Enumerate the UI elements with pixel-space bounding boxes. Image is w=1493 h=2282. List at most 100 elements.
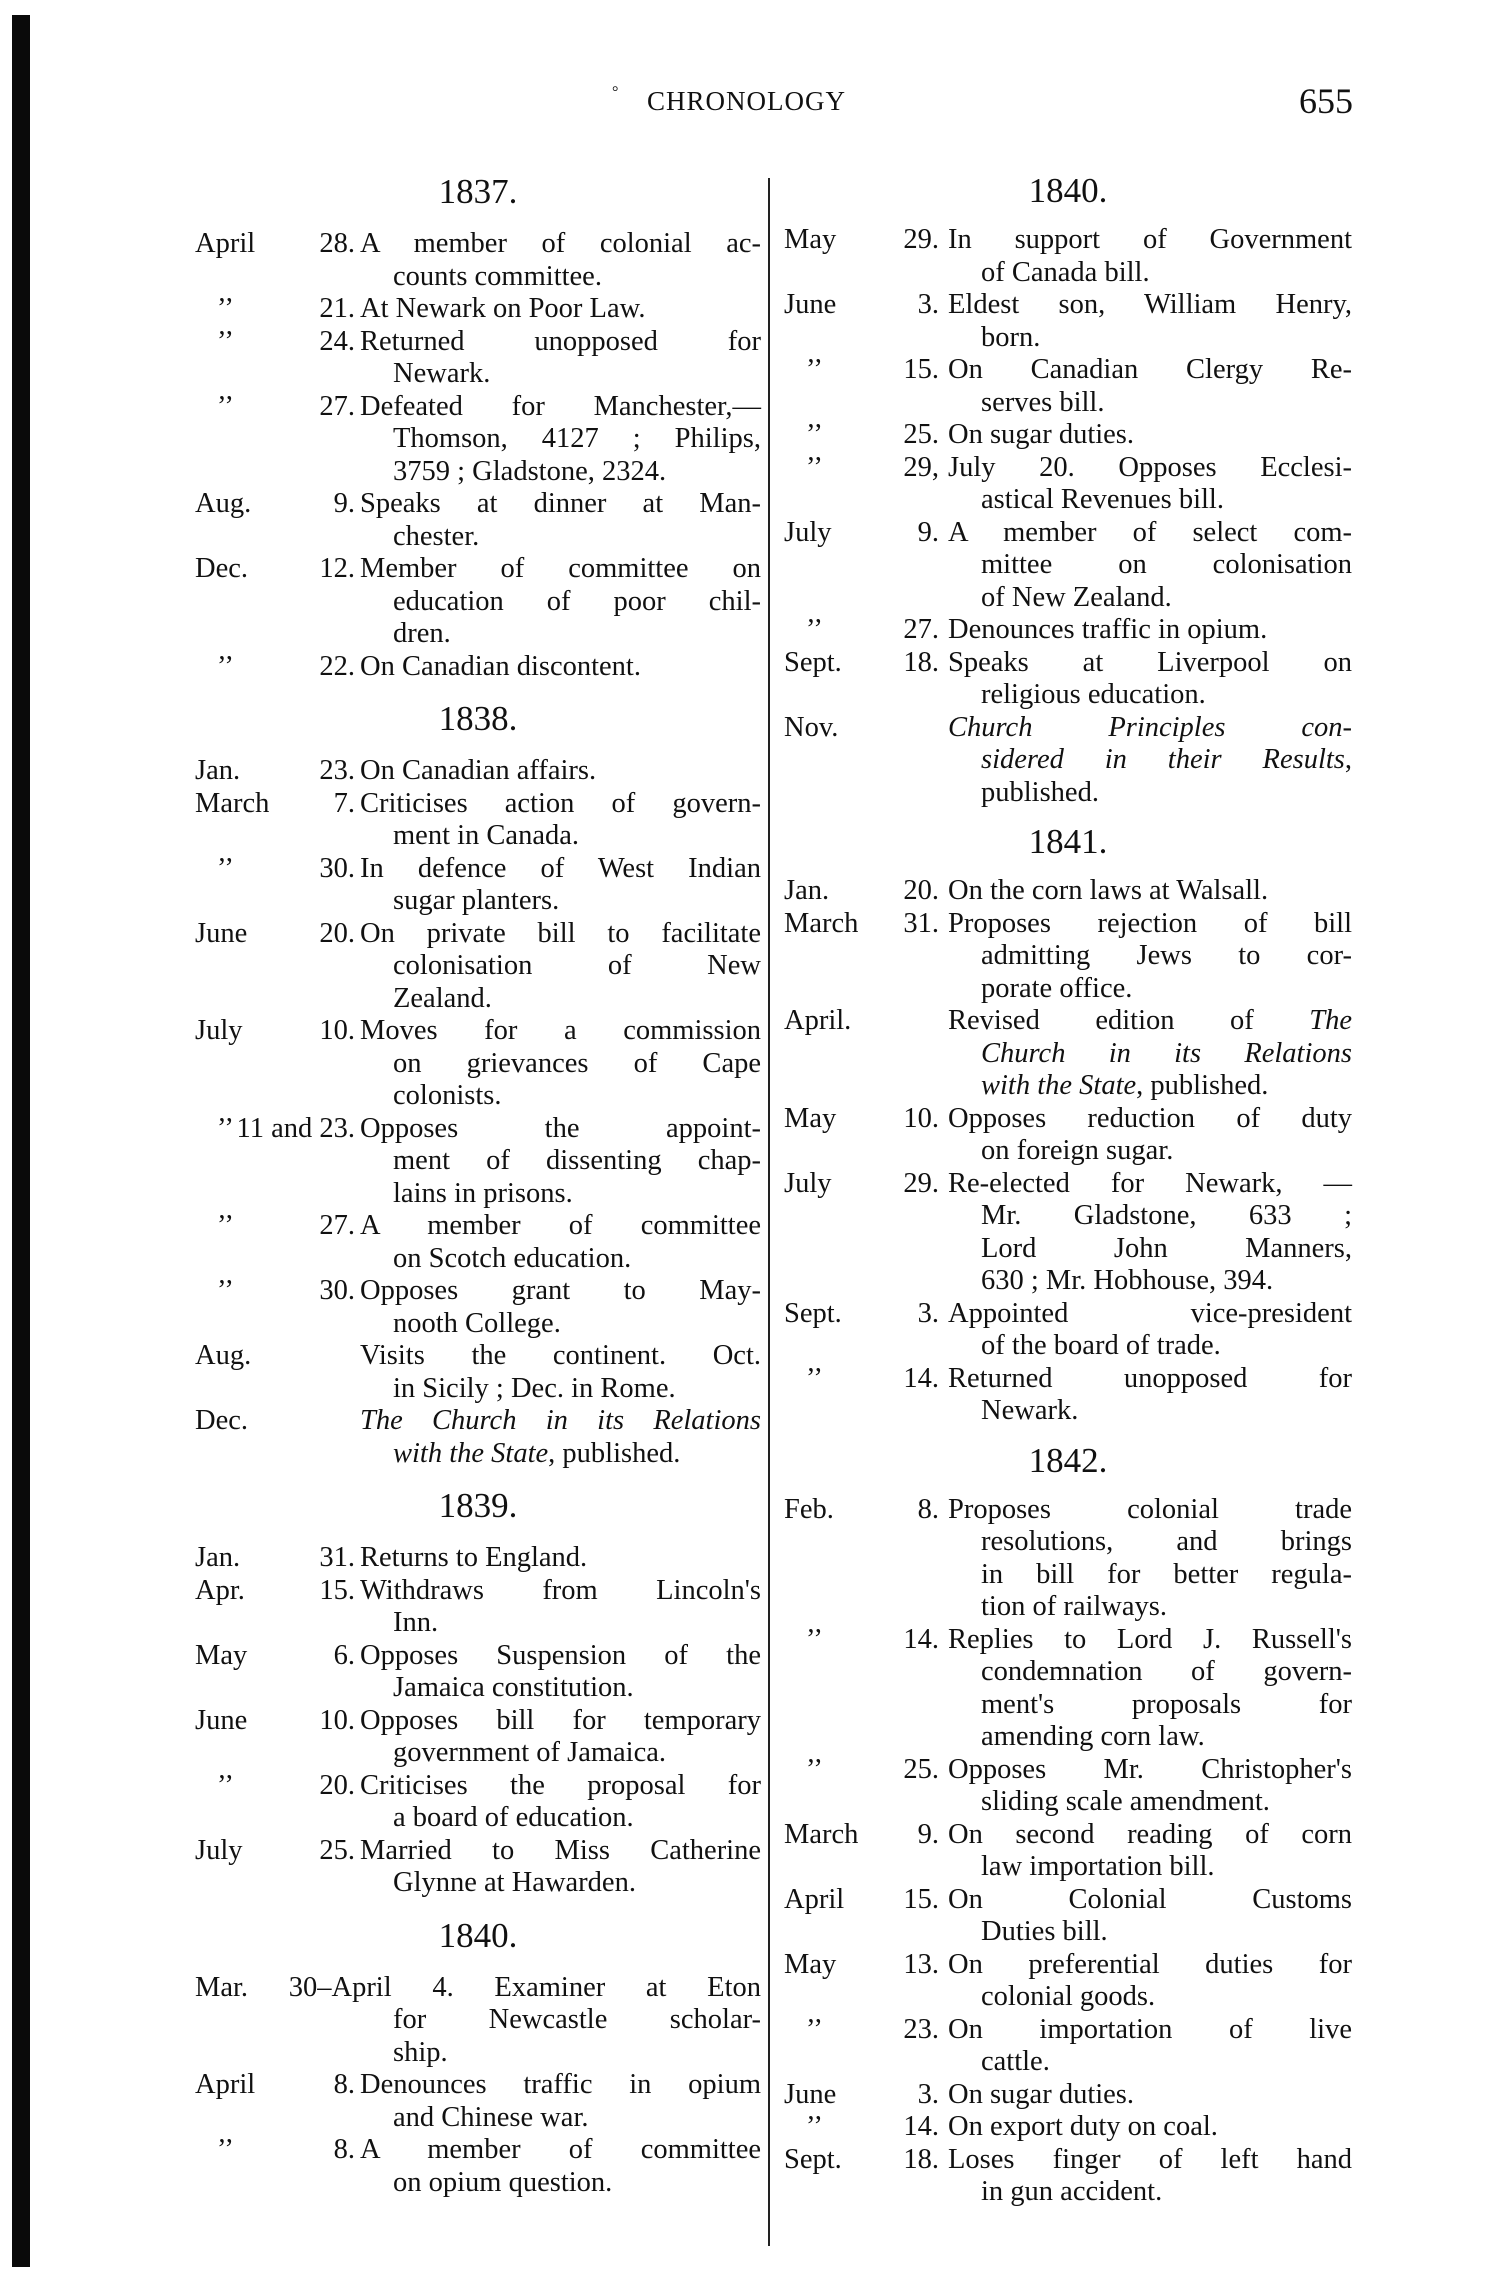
chronology-entry: ’’ 15. On Canadian Clergy Re-serves bill.: [784, 354, 1352, 419]
entry-text-line: On private bill to facilitate: [360, 918, 761, 951]
text-run: On importation of live: [948, 2013, 1352, 2045]
ditto-mark: ’’: [217, 390, 234, 422]
entry-month: July: [195, 1834, 243, 1866]
entry-text: Opposes Mr. Christopher's sliding scale a…: [948, 1754, 1352, 1819]
chronology-entry: Sept. 3. Appointed vice-president of the bo…: [784, 1298, 1352, 1363]
ditto-mark: ’’: [217, 650, 234, 682]
entry-text-line: Proposes rejection of bill: [948, 908, 1352, 941]
entry-text-line: sugar planters.: [360, 885, 761, 918]
entry-text-line: Re-elected for Newark, —: [948, 1168, 1352, 1201]
entry-text-line: sliding scale amendment.: [948, 1786, 1352, 1819]
text-run: Criticises action of govern-: [360, 787, 761, 819]
entry-text-line: on grievances of Cape: [360, 1048, 761, 1081]
entry-day: 15.: [903, 1883, 939, 1915]
entry-day: 29,: [903, 451, 939, 483]
entry-text-line: admitting Jews to cor-: [948, 940, 1352, 973]
year-heading: 1840.: [1028, 171, 1108, 210]
entry-text-line: Denounces traffic in opium.: [948, 614, 1352, 647]
entry-text-line: A member of select com-: [948, 517, 1352, 550]
entry-day: 10.: [319, 1015, 355, 1046]
entry-text: Church Principles con-sidered in their R…: [948, 712, 1352, 810]
text-run: astical Revenues bill.: [981, 484, 1224, 515]
entry-text-line: of New Zealand.: [948, 582, 1352, 615]
entry-text-line: born.: [948, 322, 1352, 355]
text-run: Returned unopposed for: [948, 1362, 1352, 1394]
text-run: amending corn law.: [981, 1721, 1205, 1752]
entry-text-line: Denounces traffic in opium: [360, 2069, 761, 2102]
entry-day: 8.: [917, 1493, 939, 1525]
text-run: on grievances of Cape: [393, 1047, 761, 1079]
entry-text-line: in gun accident.: [948, 2176, 1352, 2209]
chronology-entry: ’’ 25. Opposes Mr. Christopher's sliding sc…: [784, 1754, 1352, 1819]
entry-text-line: Criticises the proposal for: [360, 1770, 761, 1803]
chronology-entry: Dec. The Church in its Relations with the …: [195, 1405, 761, 1470]
chronology-entry: ’’ 27. A member of committee on Scotch educ…: [195, 1210, 761, 1275]
chronology-entry: March 9. On second reading of corn law impo…: [784, 1819, 1352, 1884]
text-run: Lord John Manners,: [981, 1232, 1352, 1264]
year-heading: 1842.: [1028, 1440, 1108, 1480]
entry-day: 14.: [903, 1623, 939, 1655]
text-run: ment of dissenting chap-: [393, 1145, 761, 1176]
text-run: Opposes Suspension of the: [360, 1639, 761, 1671]
entry-text: Mar. 30–April 4. Examiner at Eton for New…: [195, 1972, 761, 2070]
text-run: colonists.: [393, 1080, 502, 1111]
entry-text-line: dren.: [360, 618, 761, 651]
entry-text-line: Returns to England.: [360, 1542, 761, 1575]
text-run: On Colonial Customs: [948, 1883, 1352, 1915]
chronology-entry: ’’ 14. Replies to Lord J. Russell's condemn…: [784, 1624, 1352, 1754]
entry-day: 31.: [319, 1542, 355, 1573]
entry-text: Denounces traffic in opium.: [948, 614, 1352, 647]
text-run: admitting Jews to cor-: [981, 940, 1352, 971]
entry-text-line: a board of education.: [360, 1802, 761, 1835]
entry-text-line: Inn.: [360, 1607, 761, 1640]
entry-text-line: ment's proposals for: [948, 1689, 1352, 1722]
text-run: chester.: [393, 520, 480, 552]
ditto-mark: ’’: [217, 1210, 234, 1241]
entry-month: Apr.: [195, 1574, 245, 1606]
entry-text: Withdraws from Lincoln's Inn.: [360, 1575, 761, 1640]
entry-text-line: law importation bill.: [948, 1851, 1352, 1884]
entry-text-line: in Sicily ; Dec. in Rome.: [360, 1373, 761, 1406]
entry-text-line: with the State, published.: [360, 1438, 761, 1471]
entry-text-line: On preferential duties for: [948, 1949, 1352, 1982]
ditto-mark: ’’: [217, 2134, 234, 2165]
text-run: Jamaica constitution.: [393, 1672, 634, 1703]
text-run: Duties bill.: [981, 1916, 1108, 1947]
entry-text-line: Appointed vice-president: [948, 1298, 1352, 1331]
entry-text-line: Speaks at Liverpool on: [948, 647, 1352, 680]
entry-text: A member of committee on Scotch education…: [360, 1210, 761, 1275]
entry-text-line: colonial goods.: [948, 1981, 1352, 2014]
entry-month: July: [195, 1015, 243, 1046]
text-run: sugar planters.: [393, 885, 560, 916]
entry-text-line: On Canadian affairs.: [360, 755, 761, 788]
entry-text-line: of Canada bill.: [948, 257, 1352, 290]
entry-text: The Church in its Relations with the Stat…: [360, 1405, 761, 1470]
entry-text-line: tion of railways.: [948, 1591, 1352, 1624]
entry-text-line: and Chinese war.: [360, 2102, 761, 2135]
chronology-entry: Nov. Church Principles con-sidered in the…: [784, 712, 1352, 810]
entry-month: May: [784, 1102, 837, 1134]
entry-text: A member of committee on opium question.: [360, 2134, 761, 2199]
entry-day: 29.: [903, 1167, 939, 1199]
chronology-entry: ’’ 11 and 23. Opposes the appoint-ment of …: [195, 1113, 761, 1211]
text-run: serves bill.: [981, 386, 1105, 418]
chronology-entry: July 25. Married to Miss Catherine Glynne a…: [195, 1835, 761, 1900]
entry-text-line: Eldest son, William Henry,: [948, 289, 1352, 322]
entry-text-line: Replies to Lord J. Russell's: [948, 1624, 1352, 1657]
entry-month: April: [784, 1883, 845, 1915]
entry-text-line: Member of committee on: [360, 553, 761, 586]
entry-text-line: Proposes colonial trade: [948, 1494, 1352, 1527]
entry-text-line: colonisation of New: [360, 950, 761, 983]
entry-text-line: nooth College.: [360, 1308, 761, 1341]
entry-text: Returned unopposed for Newark.: [360, 326, 761, 391]
entry-day: 6.: [333, 1639, 355, 1671]
entry-text: Appointed vice-president of the board of …: [948, 1298, 1352, 1363]
chronology-entry: ’’ 14. On export duty on coal.: [784, 2111, 1352, 2144]
entry-text: On preferential duties for colonial goods…: [948, 1949, 1352, 2014]
entry-text: Returned unopposed for Newark.: [948, 1363, 1352, 1428]
text-run: Denounces traffic in opium: [360, 2069, 761, 2100]
entry-text-line: colonists.: [360, 1080, 761, 1113]
chronology-entry: ’’ 29, July 20. Opposes Ecclesi-astical Re…: [784, 452, 1352, 517]
entry-text-line: Newark.: [948, 1395, 1352, 1428]
chronology-entry: May 29. In support of Government of Canada …: [784, 224, 1352, 289]
